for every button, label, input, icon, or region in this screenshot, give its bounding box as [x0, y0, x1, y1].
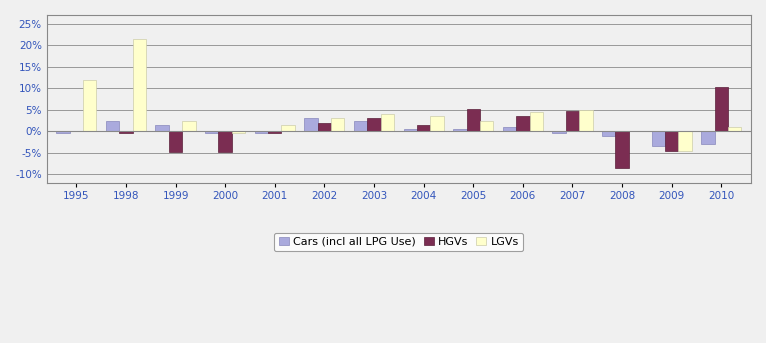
Bar [119, 131, 133, 133]
Bar [652, 131, 665, 146]
Bar [218, 131, 232, 152]
Bar [679, 131, 692, 151]
Bar [715, 87, 728, 131]
Bar [502, 127, 516, 131]
Bar [566, 111, 579, 131]
Bar [133, 39, 146, 131]
Bar [318, 123, 331, 131]
Bar [255, 131, 268, 133]
Bar [466, 108, 480, 131]
Bar [701, 131, 715, 144]
Bar [281, 125, 295, 131]
Bar [232, 131, 245, 133]
Bar [417, 125, 430, 131]
Bar [368, 118, 381, 131]
Bar [205, 131, 218, 133]
Bar [304, 118, 318, 131]
Bar [516, 116, 529, 131]
Legend: Cars (incl all LPG Use), HGVs, LGVs: Cars (incl all LPG Use), HGVs, LGVs [274, 233, 523, 251]
Bar [552, 131, 566, 133]
Bar [529, 112, 543, 131]
Bar [83, 81, 97, 131]
Bar [665, 131, 679, 151]
Bar [579, 110, 593, 131]
Bar [728, 127, 741, 131]
Bar [56, 131, 70, 133]
Bar [615, 131, 629, 168]
Bar [404, 129, 417, 131]
Bar [331, 118, 345, 131]
Bar [106, 121, 119, 131]
Bar [430, 116, 444, 131]
Bar [381, 114, 394, 131]
Bar [480, 121, 493, 131]
Bar [169, 131, 182, 152]
Bar [268, 131, 281, 133]
Bar [155, 125, 169, 131]
Bar [453, 129, 466, 131]
Bar [182, 121, 195, 131]
Bar [354, 121, 368, 131]
Bar [602, 131, 615, 135]
